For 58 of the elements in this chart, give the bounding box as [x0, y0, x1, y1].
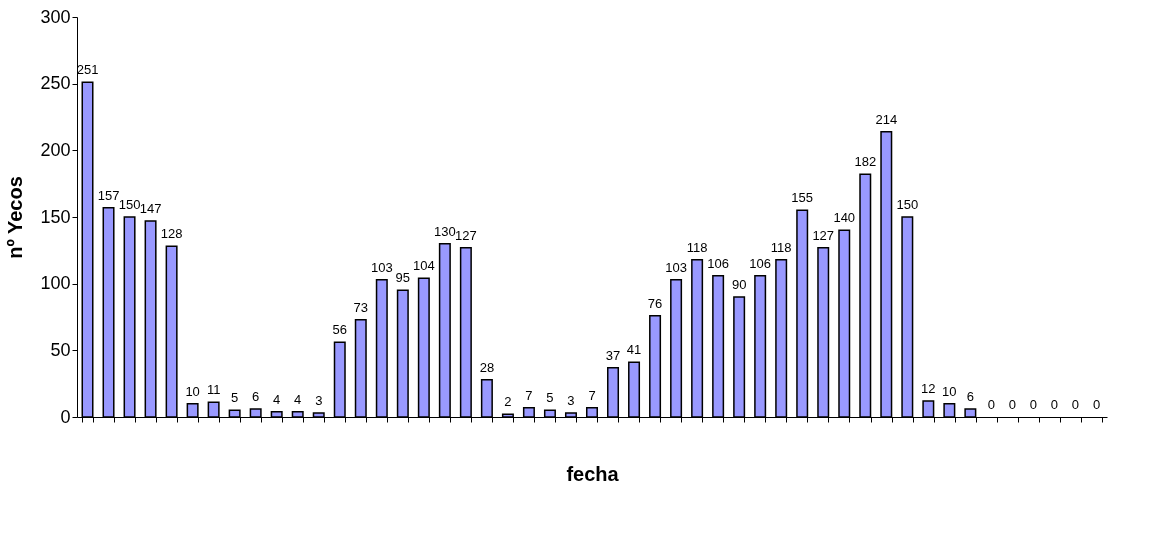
data-label: 106: [749, 255, 772, 271]
data-label: 130: [434, 223, 456, 239]
data-label: 103: [370, 259, 393, 275]
data-label: 155: [791, 190, 814, 206]
y-tick-label: 50: [50, 339, 71, 360]
data-label: 106: [707, 255, 729, 271]
data-label: 6: [966, 389, 974, 404]
data-label: 214: [875, 111, 898, 127]
data-label: 2: [504, 394, 512, 410]
y-tick-label: 0: [60, 406, 71, 427]
data-label: 0: [987, 397, 995, 412]
y-tick-label: 250: [40, 73, 71, 94]
data-label: 3: [315, 393, 323, 408]
data-label: 0: [1029, 397, 1038, 412]
data-label: 3: [567, 393, 575, 408]
data-label: 10: [185, 383, 200, 399]
data-label: 140: [833, 210, 856, 226]
data-label: 0: [1050, 397, 1059, 412]
data-label: 118: [686, 239, 708, 255]
x-axis-title: fecha: [566, 462, 620, 485]
data-label: 11: [206, 382, 221, 398]
data-label: 150: [118, 197, 141, 212]
y-tick-label: 200: [40, 139, 71, 160]
data-label: 56: [332, 322, 347, 338]
data-label: 5: [546, 390, 554, 406]
y-tick-label: 300: [40, 6, 71, 27]
data-label: 12: [921, 381, 936, 396]
data-label: 90: [731, 277, 747, 292]
data-label: 127: [812, 227, 835, 243]
y-tick-label: 100: [40, 273, 71, 294]
data-label: 41: [626, 342, 642, 358]
data-label: 73: [353, 299, 369, 315]
data-label: 4: [273, 391, 281, 407]
data-label: 182: [854, 154, 877, 170]
y-tick-label: 150: [40, 206, 71, 227]
data-label: 4: [294, 391, 302, 407]
data-label: 0: [1071, 397, 1080, 412]
data-label: 76: [647, 295, 663, 311]
data-label: 95: [395, 270, 411, 286]
data-label: 37: [605, 347, 621, 363]
data-label: 7: [525, 387, 533, 403]
data-label: 104: [412, 258, 435, 274]
data-label: 103: [665, 259, 687, 275]
data-label: 150: [896, 197, 919, 212]
data-label: 5: [231, 390, 239, 406]
data-label: 127: [455, 227, 477, 243]
data-label: 147: [139, 201, 162, 216]
data-label: 251: [76, 62, 99, 78]
y-axis-title: nº Yecos: [4, 176, 27, 259]
data-label: 0: [1008, 397, 1017, 412]
data-label: 28: [479, 359, 495, 375]
data-label: 118: [770, 239, 792, 255]
data-label: 7: [588, 387, 596, 403]
data-label: 6: [252, 389, 260, 404]
data-label: 10: [942, 383, 957, 399]
data-label: 0: [1092, 397, 1101, 412]
data-label: 128: [160, 226, 183, 242]
data-label: 157: [97, 187, 120, 203]
